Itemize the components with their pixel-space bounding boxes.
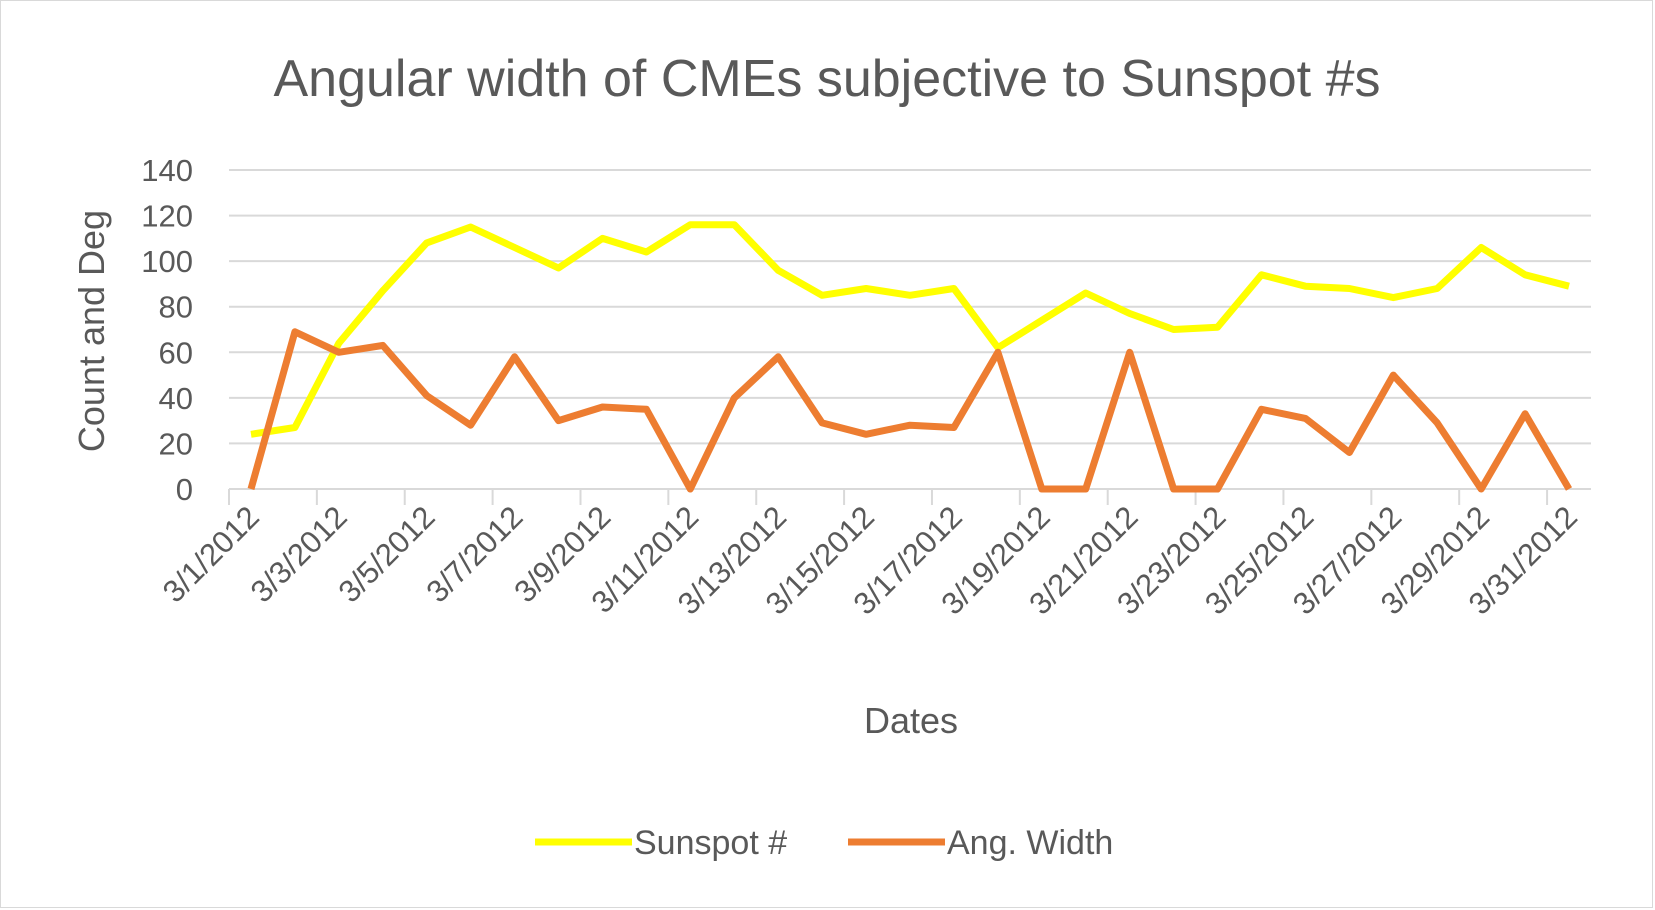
x-axis-title: Dates (864, 700, 958, 741)
legend-label: Sunspot # (634, 824, 787, 862)
y-tick-label: 40 (159, 381, 193, 416)
y-tick-label: 100 (141, 244, 193, 279)
legend: Sunspot # Ang. Width (535, 824, 1113, 862)
series-line-ang-width (247, 328, 1573, 493)
y-axis-tick-labels: 0 20 40 60 80 100 120 140 (141, 153, 193, 507)
series-lines (247, 221, 1573, 493)
y-tick-label: 140 (141, 153, 193, 188)
y-tick-label: 80 (159, 290, 193, 325)
y-tick-label: 60 (159, 335, 193, 370)
x-axis: 3/1/20123/3/20123/5/20123/7/20123/9/2012… (156, 488, 1591, 621)
series-line-sunspot (250, 221, 1570, 438)
y-tick-label: 120 (141, 199, 193, 234)
chart-title: Angular width of CMEs subjective to Suns… (273, 50, 1380, 108)
x-tick-label: 3/3/2012 (244, 499, 354, 609)
legend-label: Ang. Width (947, 824, 1113, 862)
x-tick-label: 3/7/2012 (419, 499, 529, 609)
y-tick-label: 20 (159, 426, 193, 461)
y-tick-label: 0 (176, 472, 193, 507)
x-tick-label: 3/1/2012 (156, 499, 266, 609)
legend-item-ang-width: Ang. Width (848, 824, 1113, 862)
x-tick-label: 3/5/2012 (332, 499, 442, 609)
gridlines (229, 169, 1591, 490)
legend-item-sunspot: Sunspot # (535, 824, 787, 862)
y-axis-title: Count and Deg (71, 210, 112, 452)
